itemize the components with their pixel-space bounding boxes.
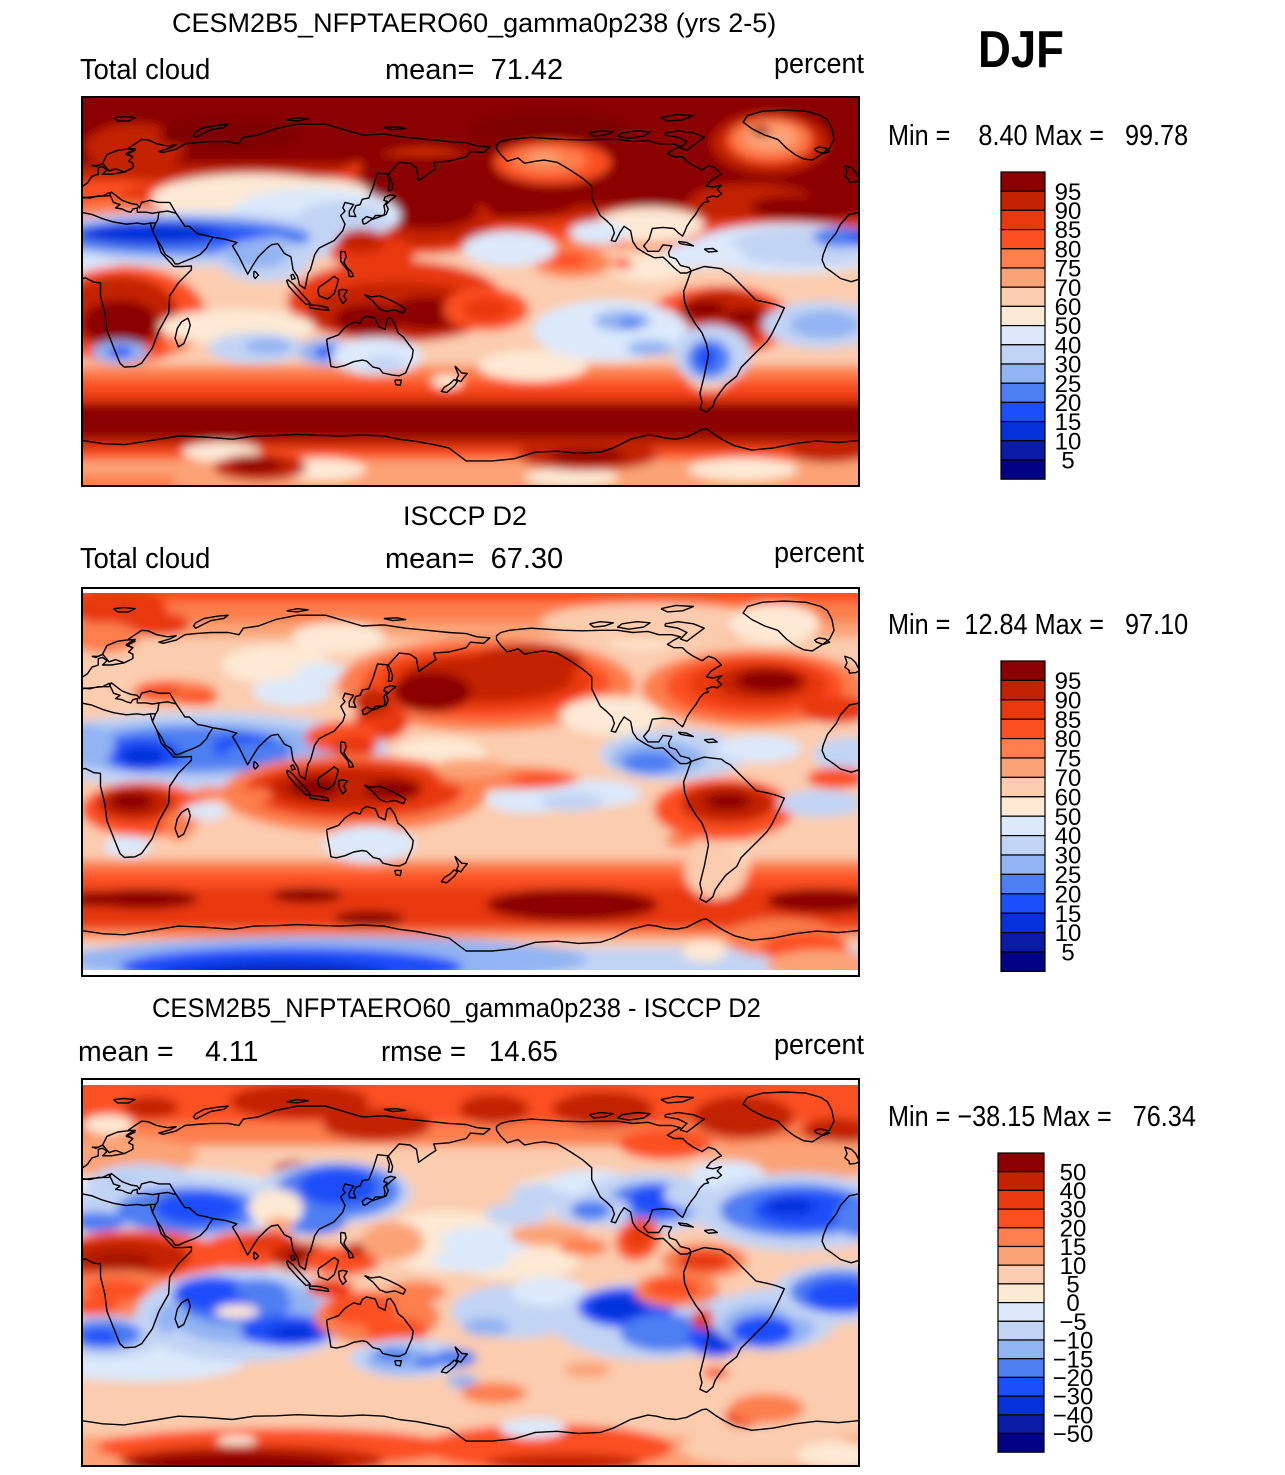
svg-text:15: 15 [1055,901,1082,928]
svg-text:−40: −40 [1053,1402,1094,1429]
svg-text:60: 60 [1055,784,1082,811]
svg-text:50: 50 [1055,313,1082,340]
svg-text:95: 95 [1055,668,1082,695]
svg-text:−50: −50 [1053,1421,1094,1448]
svg-text:−30: −30 [1053,1384,1094,1411]
svg-text:15: 15 [1060,1234,1087,1261]
svg-text:30: 30 [1060,1197,1087,1224]
svg-text:20: 20 [1055,390,1082,417]
svg-text:−5: −5 [1059,1309,1086,1336]
svg-text:85: 85 [1055,217,1082,244]
svg-text:5: 5 [1061,448,1074,475]
svg-text:5: 5 [1066,1271,1079,1298]
svg-text:85: 85 [1055,707,1082,734]
svg-text:−10: −10 [1053,1328,1094,1355]
svg-text:50: 50 [1060,1159,1087,1186]
svg-text:75: 75 [1055,746,1082,773]
svg-text:40: 40 [1060,1178,1087,1205]
svg-text:40: 40 [1055,823,1082,850]
svg-text:80: 80 [1055,726,1082,753]
svg-text:95: 95 [1055,179,1082,206]
svg-text:10: 10 [1060,1253,1087,1280]
svg-text:70: 70 [1055,275,1082,302]
svg-text:30: 30 [1055,352,1082,379]
svg-text:20: 20 [1055,881,1082,908]
svg-text:10: 10 [1055,428,1082,455]
svg-text:0: 0 [1066,1290,1079,1317]
svg-text:15: 15 [1055,409,1082,436]
svg-text:30: 30 [1055,843,1082,870]
svg-text:−15: −15 [1053,1346,1094,1373]
svg-text:70: 70 [1055,765,1082,792]
svg-text:90: 90 [1055,198,1082,225]
svg-text:75: 75 [1055,256,1082,283]
svg-text:5: 5 [1061,940,1074,967]
svg-text:80: 80 [1055,236,1082,263]
svg-text:25: 25 [1055,371,1082,398]
svg-text:10: 10 [1055,920,1082,947]
svg-text:50: 50 [1055,804,1082,831]
svg-text:90: 90 [1055,687,1082,714]
svg-text:60: 60 [1055,294,1082,321]
svg-text:40: 40 [1055,332,1082,359]
svg-text:25: 25 [1055,862,1082,889]
svg-text:−20: −20 [1053,1365,1094,1392]
svg-text:20: 20 [1060,1215,1087,1242]
